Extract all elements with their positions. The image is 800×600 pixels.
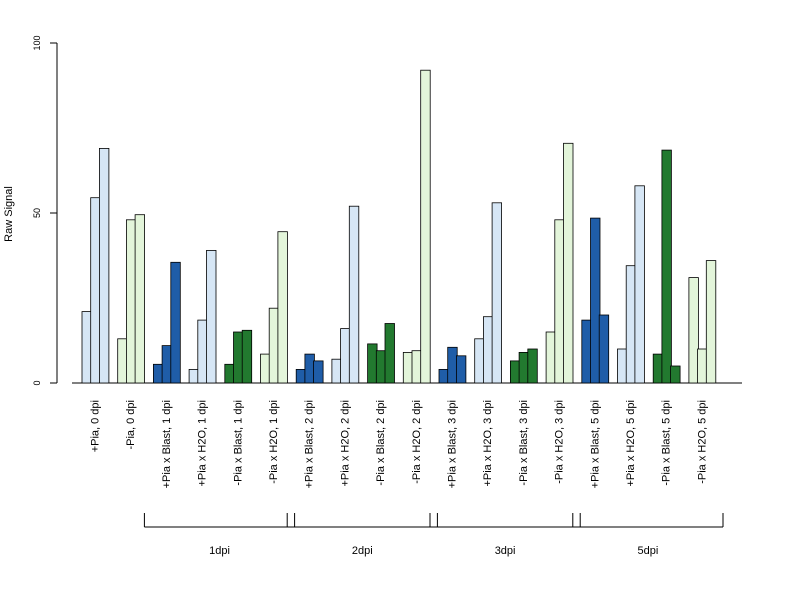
bar (170, 261, 181, 384)
category-label: -Pia, 0 dpi (125, 400, 137, 450)
bar (581, 319, 592, 384)
bar (491, 202, 503, 384)
category-labels: +Pia, 0 dpi -Pia, 0 dpi +Pia x Blast, 1 dp… (89, 400, 708, 488)
bar (617, 348, 628, 384)
bar (375, 350, 387, 384)
bar (233, 331, 244, 384)
bar (438, 368, 449, 384)
bar (99, 147, 110, 384)
category-label: +Pia x H2O, 5 dpi (625, 400, 637, 487)
bar (331, 358, 342, 384)
category-label: -Pia x Blast, 1 dpi (232, 400, 244, 486)
y-axis-title: Raw Signal (3, 186, 15, 242)
y-tick-label: 50 (32, 208, 42, 218)
bar (688, 277, 699, 384)
category-label: -Pia x H2O, 3 dpi (554, 400, 566, 484)
bar (117, 338, 128, 384)
bar (625, 265, 637, 384)
bar (661, 149, 672, 384)
bar (563, 142, 574, 384)
category-label: +Pia x H2O, 2 dpi (339, 400, 351, 487)
y-tick-label: 0 (32, 380, 42, 385)
bar (188, 368, 200, 384)
bars (81, 69, 717, 384)
category-label: -Pia x Blast, 3 dpi (518, 400, 530, 486)
bar (598, 314, 610, 384)
category-label: +Pia x H2O, 3 dpi (482, 400, 494, 487)
y-axis: 0 50 100 (32, 35, 58, 386)
category-label: +Pia x Blast, 3 dpi (446, 400, 458, 488)
bar (518, 351, 529, 384)
bar (206, 249, 217, 384)
bar (545, 331, 556, 384)
category-label: +Pia x Blast, 5 dpi (589, 400, 601, 488)
bar (340, 328, 351, 384)
category-label: -Pia x Blast, 5 dpi (661, 400, 673, 486)
bar (670, 365, 681, 384)
bar (126, 219, 137, 384)
category-label: +Pia x Blast, 2 dpi (304, 400, 316, 488)
group-label: 3dpi (495, 545, 516, 557)
bar (90, 197, 101, 384)
bar (482, 316, 494, 384)
group-label: 2dpi (352, 545, 373, 557)
bar (367, 343, 378, 384)
category-label: -Pia x Blast, 2 dpi (375, 400, 387, 486)
category-label: -Pia x H2O, 5 dpi (696, 400, 708, 484)
bar (402, 351, 414, 384)
y-tick-label: 100 (32, 35, 42, 50)
bar (260, 353, 271, 384)
bar (509, 360, 521, 384)
bar (152, 363, 164, 384)
bar (348, 205, 360, 384)
bar (197, 319, 208, 384)
group-label: 1dpi (209, 545, 230, 557)
group-brackets: 1dpi 2dpi 3dpi 5dpi (143, 513, 724, 557)
bar (241, 329, 253, 384)
bar (474, 338, 485, 384)
category-label: +Pia x Blast, 1 dpi (161, 400, 173, 488)
category-label: +Pia x H2O, 1 dpi (197, 400, 209, 487)
bar (455, 355, 467, 384)
bar (224, 363, 235, 384)
bar (313, 360, 324, 384)
bar (705, 260, 717, 384)
bar (652, 353, 664, 384)
bar (268, 307, 280, 384)
bar (554, 219, 565, 384)
category-label: +Pia, 0 dpi (89, 400, 101, 452)
bar (304, 353, 315, 384)
bar (384, 323, 395, 384)
bar (447, 346, 458, 384)
bar (420, 69, 431, 384)
bar (411, 350, 422, 384)
category-label: -Pia x H2O, 2 dpi (411, 400, 423, 484)
bar (590, 217, 601, 384)
bar (634, 185, 645, 384)
bar (295, 368, 307, 384)
bar (81, 311, 92, 384)
bar (161, 345, 173, 384)
bar (134, 214, 146, 384)
group-label: 5dpi (638, 545, 659, 557)
category-label: -Pia x H2O, 1 dpi (268, 400, 280, 484)
bar (527, 348, 538, 384)
bar (697, 348, 708, 384)
bar (277, 231, 288, 384)
